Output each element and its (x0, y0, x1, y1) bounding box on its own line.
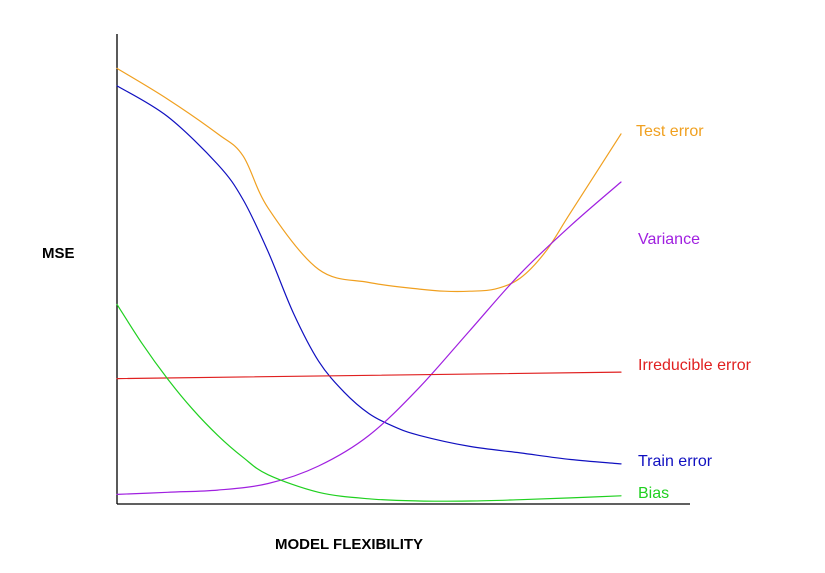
series-label-layer: Test error Train error Variance Irreducible… (636, 123, 752, 502)
bias-line (116, 303, 622, 502)
variance-label: Variance (638, 231, 700, 248)
series-layer (116, 67, 622, 502)
train-error-label: Train error (638, 453, 713, 470)
x-axis-label: MODEL FLEXIBILITY (275, 536, 423, 553)
test-error-line (116, 67, 622, 293)
irreducible-error-line (116, 371, 622, 380)
bias-label: Bias (638, 485, 669, 502)
test-error-label: Test error (636, 123, 704, 140)
variance-line (116, 181, 622, 495)
y-axis-label: MSE (42, 245, 75, 262)
train-error-line (116, 85, 622, 465)
irreducible-error-label: Irreducible error (638, 357, 752, 374)
